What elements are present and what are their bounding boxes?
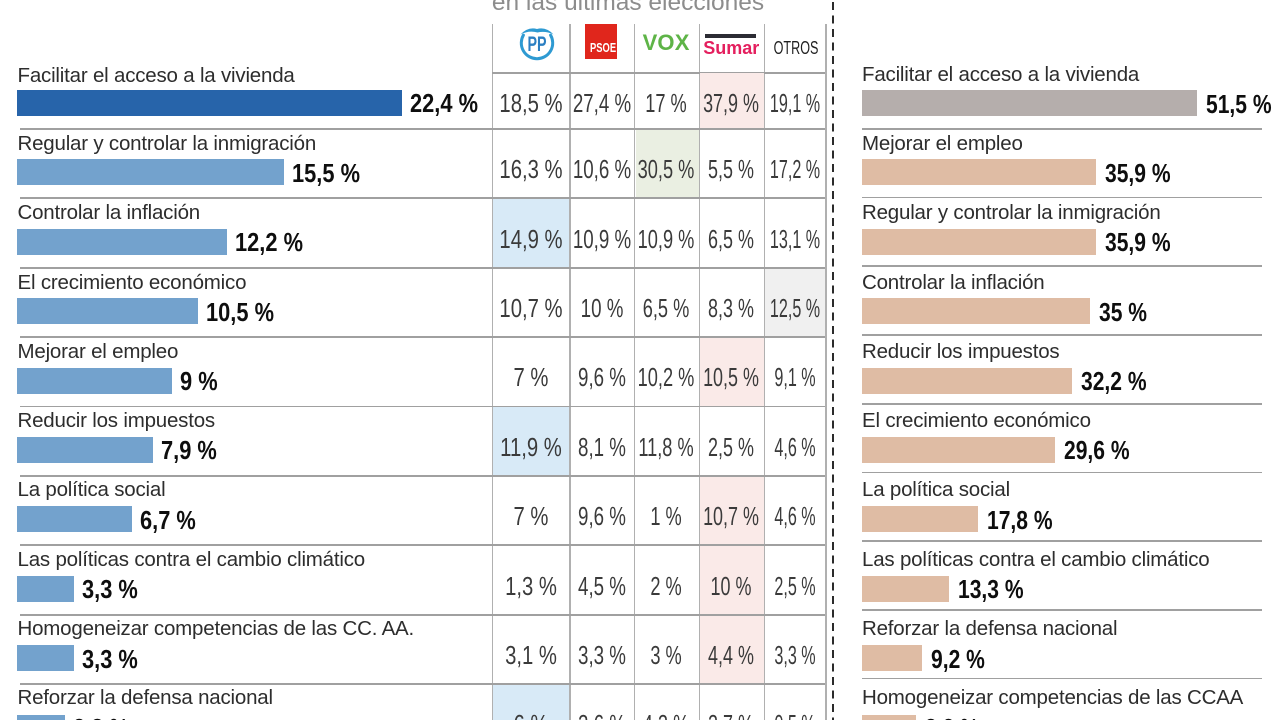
svg-text:PP: PP — [527, 32, 546, 55]
